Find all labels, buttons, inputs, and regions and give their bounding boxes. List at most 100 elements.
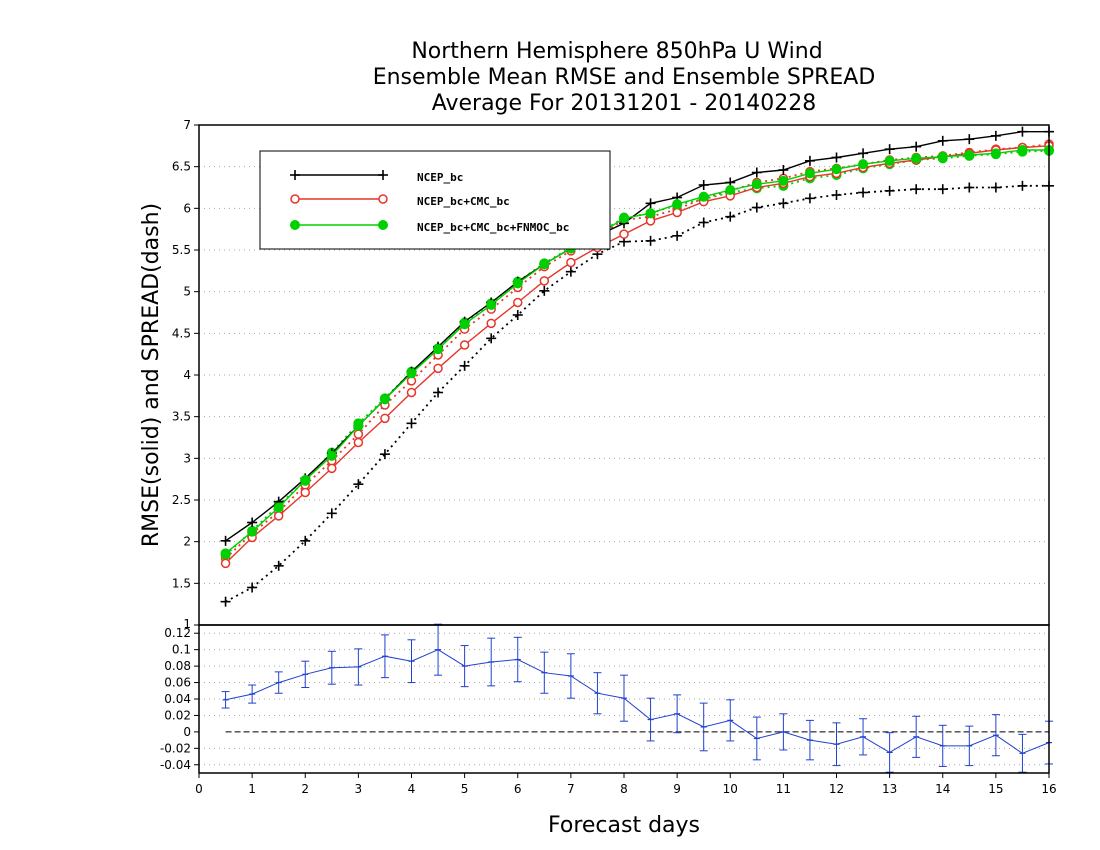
series-3-point-26	[911, 184, 922, 195]
legend-sample-marker-end-1	[378, 194, 388, 204]
y-tick-label-top: 1	[183, 617, 191, 631]
series-0-point-22	[804, 155, 815, 166]
x-tick-label: 13	[882, 782, 897, 796]
bottom-panel-frame	[198, 624, 1050, 774]
series-2-point-29	[990, 148, 1001, 159]
series-0-point-23	[831, 152, 842, 163]
series-2-point-16	[645, 208, 656, 219]
legend-label-ncep-bc: NCEP_bc	[417, 171, 463, 184]
y-tick-label-top: 6.5	[172, 160, 191, 174]
series-0-point-30	[1017, 126, 1028, 137]
series-2-point-21	[778, 175, 789, 186]
series-1-point-11	[513, 297, 523, 308]
series-0-point-0	[220, 535, 231, 546]
series-3-point-27	[937, 184, 948, 195]
series-3-point-28	[964, 182, 975, 193]
y-tick-label-top: 4	[183, 368, 191, 382]
series-3-point-8	[433, 387, 444, 398]
series-1-point-6	[380, 413, 390, 424]
series-3-point-16	[645, 235, 656, 246]
series-3-point-24	[858, 187, 869, 198]
legend-sample-marker-start-1	[290, 194, 300, 204]
series-2-point-18	[698, 191, 709, 202]
series-2-point-3	[300, 475, 311, 485]
chart-title: Northern Hemisphere 850hPa U Wind Ensemb…	[373, 39, 876, 116]
y-tick-label-bottom: 0.02	[164, 708, 191, 722]
top-panel-grid	[199, 166, 1049, 584]
series-2-point-6	[379, 394, 390, 405]
series-1-point-9	[459, 340, 470, 350]
y-tick-label-bottom: 0.04	[164, 692, 191, 706]
series-1-point-4	[327, 463, 337, 474]
series-3-point-25	[884, 185, 895, 196]
series-0-point-21	[778, 165, 789, 175]
y-tick-label-top: 1.5	[172, 576, 191, 590]
series-3-point-13	[565, 266, 576, 277]
series-1-point-0	[220, 558, 231, 569]
chart-title-line-1: Northern Hemisphere 850hPa U Wind	[411, 39, 822, 64]
x-tick-label: 5	[461, 782, 469, 796]
series-2-point-15	[619, 213, 629, 224]
series-2-point-12	[539, 259, 550, 270]
series-2-point-22	[804, 168, 815, 179]
series-3-point-3	[300, 535, 311, 546]
series-2-point-27	[937, 151, 948, 162]
series-3-point-0	[220, 596, 231, 607]
series-1-point-2	[273, 511, 284, 521]
difference-line	[225, 649, 1050, 754]
x-tick-label: 3	[355, 782, 363, 796]
series-2-point-20	[751, 179, 762, 190]
series-2-point-23	[831, 164, 842, 175]
series-3-point-12	[539, 285, 550, 296]
series-line-5	[224, 149, 1050, 556]
series-3-point-21	[778, 198, 789, 209]
series-3-point-30	[1017, 180, 1028, 191]
bottom-panel-series	[221, 623, 1053, 773]
y-tick-label-bottom: -0.04	[160, 758, 191, 772]
series-0-point-25	[884, 144, 895, 155]
series-2-point-28	[964, 150, 975, 160]
x-tick-label: 10	[723, 782, 738, 796]
series-2-point-30	[1017, 145, 1028, 155]
legend-label-ncep-cmc: NCEP_bc+CMC_bc	[417, 195, 510, 208]
series-1-point-5	[353, 437, 364, 448]
series-2-point-5	[353, 420, 364, 431]
x-tick-label: 15	[988, 782, 1003, 796]
y-tick-label-top: 4.5	[172, 326, 191, 340]
series-2-point-9	[459, 319, 470, 330]
chart-title-line-3: Average For 20131201 - 20140228	[432, 91, 817, 116]
y-tick-label-top: 2	[183, 535, 191, 549]
x-axis-label: Forecast days	[548, 813, 700, 838]
x-tick-label: 0	[195, 782, 203, 796]
series-3-point-9	[459, 360, 470, 371]
series-3-point-11	[512, 310, 523, 320]
series-3-point-23	[831, 190, 842, 200]
series-3-point-2	[273, 560, 284, 571]
y-tick-label-top: 5.5	[172, 243, 191, 257]
series-1-point-17	[672, 207, 682, 218]
series-0-point-26	[911, 141, 922, 152]
series-4-point-5	[353, 429, 364, 439]
y-tick-label-top: 6	[183, 201, 191, 215]
legend: NCEP_bc NCEP_bc+CMC_bc NCEP_bc+CMC_bc+FN…	[259, 150, 611, 250]
legend-label-ncep-cmc-fnmoc: NCEP_bc+CMC_bc+FNMOC_bc	[417, 221, 569, 234]
x-tick-label: 14	[935, 782, 950, 796]
series-3-point-18	[698, 217, 709, 228]
series-3-point-6	[379, 449, 390, 460]
x-tick-label: 16	[1041, 782, 1056, 796]
series-3-point-10	[486, 333, 497, 344]
x-tick-label: 4	[408, 782, 416, 796]
chart-title-line-2: Ensemble Mean RMSE and Ensemble SPREAD	[373, 65, 876, 90]
series-3-point-19	[725, 211, 736, 222]
legend-sample-marker-end-0	[378, 170, 388, 180]
series-3-point-17	[672, 230, 683, 241]
x-tick-label: 7	[567, 782, 575, 796]
series-3-point-4	[326, 508, 337, 519]
y-tick-label-top: 3	[183, 451, 191, 465]
series-1-point-10	[486, 318, 496, 329]
series-1-point-13	[566, 257, 576, 268]
y-tick-label-bottom: 0.1	[172, 643, 191, 657]
series-3-point-20	[751, 202, 762, 213]
series-0-point-28	[964, 134, 975, 145]
y-tick-label-bottom: -0.02	[160, 741, 191, 755]
